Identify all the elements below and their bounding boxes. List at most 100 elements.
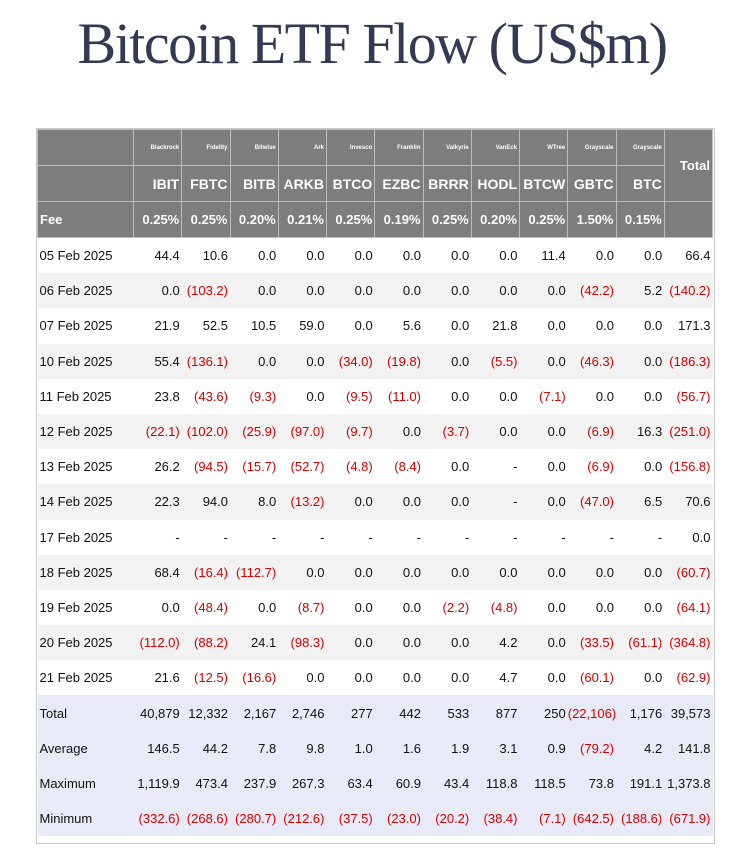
flow-cell: - <box>230 519 279 555</box>
flow-cell: - <box>471 519 520 555</box>
flow-cell: (43.6) <box>181 378 230 414</box>
table-row: 11 Feb 2025 23.8 (43.6) (9.3) 0.0 (9.5) (11.0)… <box>37 378 713 414</box>
flow-cell: (19.8) <box>374 343 423 379</box>
flow-cell: 0.0 <box>326 660 375 696</box>
summary-cell: 191.1 <box>616 765 665 801</box>
flow-cell: (6.9) <box>567 449 616 485</box>
summary-row: Minimum (332.6) (268.6) (280.7) (212.6) (37.5… <box>37 801 713 837</box>
flow-cell: 0.0 <box>230 273 279 309</box>
summary-cell: 277 <box>326 695 375 731</box>
flow-cell: (88.2) <box>181 625 230 661</box>
summary-cell: (22,106) <box>567 695 616 731</box>
fee-cell: 0.20% <box>470 201 521 238</box>
summary-cell: 533 <box>423 695 472 731</box>
summary-cell: 7.8 <box>230 730 279 766</box>
total-cell: (56.7) <box>664 378 713 414</box>
ticker-header: FBTC <box>181 165 231 202</box>
ticker-header: BTCW <box>518 165 569 202</box>
flow-cell: (11.0) <box>374 378 423 414</box>
flow-cell: 0.0 <box>471 413 520 450</box>
etf-flow-table: Blackrock Fidelity Bitwise Ark Invesco Frankl… <box>37 129 714 837</box>
date-cell: 19 Feb 2025 <box>37 589 134 626</box>
flow-cell: 0.0 <box>326 589 375 626</box>
summary-cell: 43.4 <box>423 765 472 801</box>
summary-cell: (23.0) <box>374 801 423 837</box>
flow-cell: (98.3) <box>278 625 327 661</box>
total-cell: (186.3) <box>664 343 713 379</box>
flow-cell: 52.5 <box>181 308 230 344</box>
flow-cell: 0.0 <box>326 273 375 309</box>
summary-cell: 877 <box>471 695 520 731</box>
flow-cell: (22.1) <box>133 413 182 450</box>
table-row: 13 Feb 2025 26.2 (94.5) (15.7) (52.7) (4.8) (8… <box>37 449 713 485</box>
flow-cell: - <box>181 519 230 555</box>
flow-cell: 0.0 <box>374 625 423 661</box>
summary-cell: (280.7) <box>230 801 279 837</box>
flow-cell: - <box>567 519 616 555</box>
flow-cell: - <box>278 519 327 555</box>
total-cell: 70.6 <box>664 484 713 520</box>
flow-cell: 0.0 <box>519 660 568 696</box>
flow-cell: 0.0 <box>519 273 568 309</box>
date-cell: 05 Feb 2025 <box>37 237 134 274</box>
total-cell: 66.4 <box>664 237 713 274</box>
fee-cell: 0.21% <box>277 201 328 238</box>
flow-cell: 0.0 <box>374 589 423 626</box>
flow-cell: (60.1) <box>567 660 616 696</box>
flow-cell: (102.0) <box>181 413 230 450</box>
flow-cell: 0.0 <box>616 589 665 626</box>
flow-cell: 0.0 <box>423 378 472 414</box>
flow-cell: 0.0 <box>616 308 665 344</box>
fee-cell: 0.25% <box>132 201 183 238</box>
summary-cell: 473.4 <box>181 765 230 801</box>
flow-cell: 0.0 <box>519 484 568 520</box>
summary-cell: 267.3 <box>278 765 327 801</box>
flow-cell: 0.0 <box>616 343 665 379</box>
summary-cell: (38.4) <box>471 801 520 837</box>
flow-cell: (5.5) <box>471 343 520 379</box>
flow-cell: 0.0 <box>423 554 472 590</box>
flow-cell: 0.0 <box>133 589 182 626</box>
flow-cell: 0.0 <box>278 273 327 309</box>
summary-row: Average 146.5 44.2 7.8 9.8 1.0 1.6 1.9 3.1 0.9 (79… <box>37 730 713 766</box>
flow-cell: (3.7) <box>423 413 472 450</box>
summary-cell: 237.9 <box>230 765 279 801</box>
issuer-header: WTree <box>518 129 569 166</box>
flow-cell: 0.0 <box>374 413 423 450</box>
summary-cell: 1.9 <box>423 730 472 766</box>
flow-cell: 0.0 <box>616 660 665 696</box>
date-cell: 13 Feb 2025 <box>37 449 134 485</box>
header-corner <box>37 165 134 202</box>
summary-cell: (332.6) <box>133 801 182 837</box>
summary-cell: 0.9 <box>519 730 568 766</box>
flow-cell: (9.3) <box>230 378 279 414</box>
flow-cell: (34.0) <box>326 343 375 379</box>
fee-cell: 1.50% <box>567 201 617 238</box>
issuer-header: VanEck <box>470 129 521 166</box>
flow-cell: (16.6) <box>230 660 279 696</box>
flow-cell: 0.0 <box>423 343 472 379</box>
flow-cell: 0.0 <box>471 273 520 309</box>
flow-cell: (46.3) <box>567 343 616 379</box>
flow-cell: (7.1) <box>519 378 568 414</box>
flow-cell: 0.0 <box>423 625 472 661</box>
summary-cell: 442 <box>374 695 423 731</box>
flow-cell: 0.0 <box>230 237 279 274</box>
flow-cell: 44.4 <box>133 237 182 274</box>
flow-cell: - <box>616 519 665 555</box>
date-cell: 17 Feb 2025 <box>37 519 134 555</box>
flow-cell: 10.6 <box>181 237 230 274</box>
flow-cell: (25.9) <box>230 413 279 450</box>
fee-cell: 0.25% <box>518 201 569 238</box>
flow-cell: 21.9 <box>133 308 182 344</box>
summary-cell: 3.1 <box>471 730 520 766</box>
issuer-header: Grayscale <box>615 129 665 166</box>
summary-row: Total 40,879 12,332 2,167 2,746 277 442 533 877 2… <box>37 695 713 731</box>
flow-cell: (52.7) <box>278 449 327 485</box>
flow-cell: 0.0 <box>278 237 327 274</box>
ticker-header: BRRR <box>422 165 472 202</box>
total-cell: (60.7) <box>664 554 713 590</box>
flow-cell: - <box>519 519 568 555</box>
summary-cell: (671.9) <box>664 801 713 837</box>
summary-row: Maximum 1,119.9 473.4 237.9 267.3 63.4 60.9 43.… <box>37 765 713 801</box>
